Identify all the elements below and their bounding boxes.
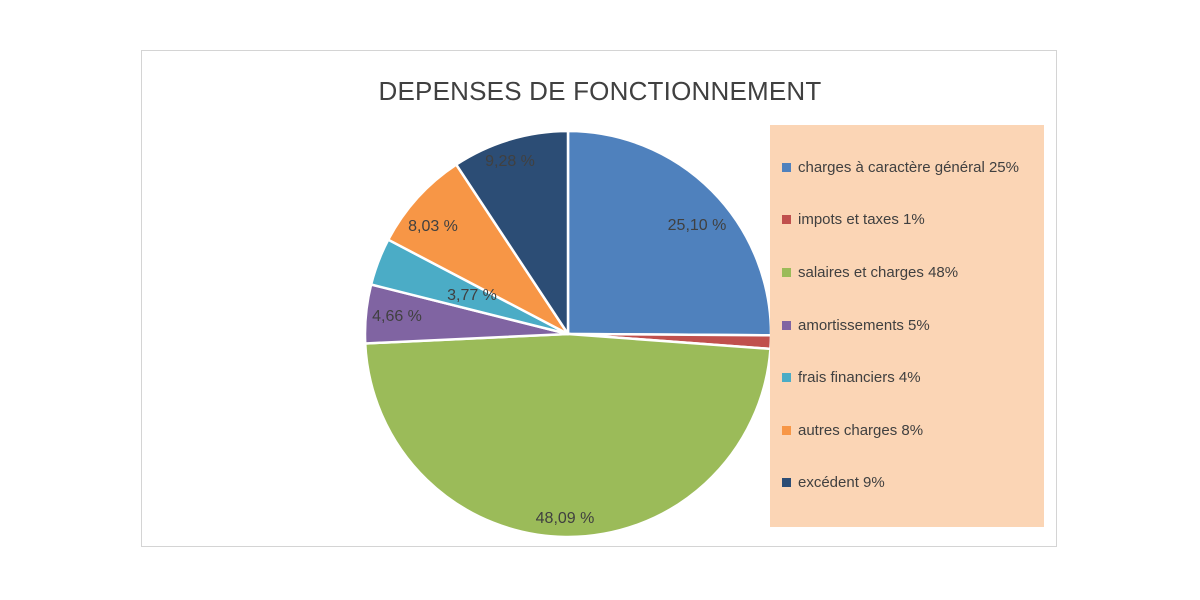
legend-swatch-2 (782, 267, 791, 277)
pie-slice-5 (386, 163, 570, 336)
chart-title: DEPENSES DE FONCTIONNEMENT (378, 76, 822, 106)
legend-label-2: salaires et charges 48% (798, 263, 959, 281)
pie-slice-0 (566, 129, 773, 337)
legend-item-6: excédent 9% (782, 472, 885, 492)
legend-item-0: charges à caractère général 25% (782, 157, 1019, 177)
legend-label-4: frais financiers 4% (798, 368, 921, 386)
slice-data-label-5: 8,03 % (408, 218, 458, 235)
legend-item-1: impots et taxes 1% (782, 209, 925, 229)
slice-data-label-6: 9,28 % (485, 153, 535, 170)
legend-item-2: salaires et charges 48% (782, 262, 958, 282)
legend-item-4: frais financiers 4% (782, 367, 921, 387)
legend-swatch-5 (782, 425, 791, 435)
legend-label-6: excédent 9% (798, 473, 885, 491)
legend-item-3: amortissements 5% (782, 315, 930, 335)
legend-swatch-1 (782, 214, 791, 224)
legend: charges à caractère général 25% impots et… (770, 125, 1044, 527)
slice-data-label-2: 48,09 % (536, 510, 595, 527)
legend-label-0: charges à caractère général 25% (798, 158, 1019, 176)
legend-swatch-0 (782, 162, 791, 172)
legend-list: charges à caractère général 25% impots et… (770, 125, 1044, 527)
legend-item-5: autres charges 8% (782, 420, 923, 440)
legend-label-1: impots et taxes 1% (798, 210, 925, 228)
pie-slice-6 (454, 129, 570, 336)
legend-swatch-4 (782, 372, 791, 382)
legend-label-5: autres charges 8% (798, 421, 924, 439)
pie-slice-2 (363, 332, 772, 539)
slice-data-label-0: 25,10 % (668, 217, 727, 234)
slice-data-label-3: 4,66 % (372, 308, 422, 325)
legend-swatch-3 (782, 320, 791, 330)
legend-swatch-6 (782, 477, 791, 487)
slice-data-label-4: 3,77 % (447, 287, 497, 304)
legend-label-3: amortissements 5% (798, 316, 930, 334)
